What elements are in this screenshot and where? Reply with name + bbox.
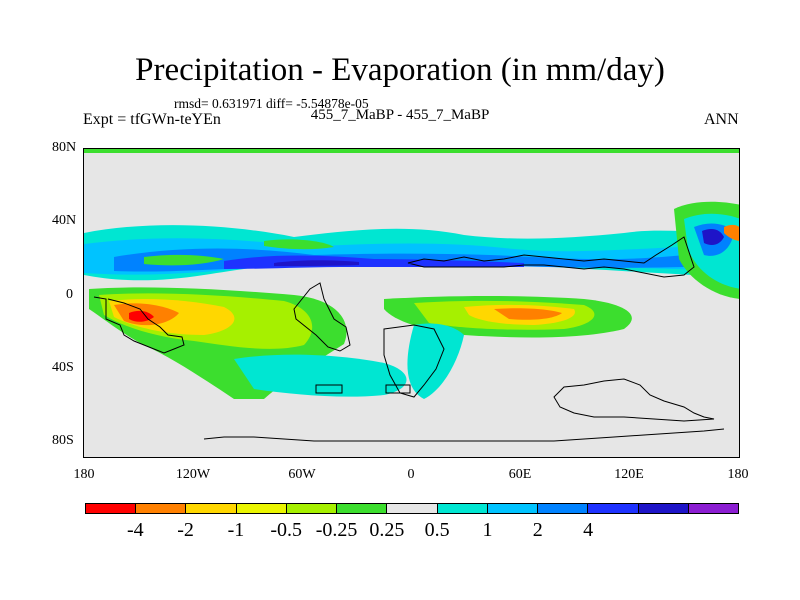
- colorbar-box: [638, 504, 689, 513]
- small-island-1: [315, 384, 343, 394]
- colorbar-box: [588, 504, 639, 513]
- colorbar-label: -4: [126, 519, 144, 541]
- colorbar-box: [136, 504, 187, 513]
- colorbar-box: [236, 504, 287, 513]
- colorbar-box: [86, 504, 137, 513]
- stats-text: rmsd= 0.631971 diff= -5.54878e-05: [174, 96, 369, 111]
- souther-ocean-cyan-2: [407, 323, 464, 399]
- colorbar-label: 0.25: [369, 519, 405, 541]
- contour-map: [84, 149, 739, 457]
- lat-tick-40s: 40S: [52, 360, 74, 375]
- itcz-navy: [274, 260, 359, 266]
- arctic-green-strip: [84, 149, 739, 153]
- map-panel: [83, 148, 740, 458]
- colorbar-box: [437, 504, 488, 513]
- lat-tick-40n: 40N: [52, 213, 77, 228]
- case-label: 455_7_MaBP - 455_7_MaBP: [310, 107, 490, 123]
- sind-orange: [494, 308, 562, 320]
- colorbar-label: -0.25: [315, 519, 358, 541]
- lon-tick-180w: 180: [73, 467, 95, 482]
- ne-orange: [724, 224, 739, 241]
- plot-title: Precipitation - Evaporation (in mm/day): [135, 52, 665, 88]
- colorbar-box: [286, 504, 338, 513]
- colorbar-box: [538, 504, 589, 513]
- season-label: ANN: [704, 111, 739, 128]
- npac-green-2: [264, 239, 334, 250]
- experiment-label: Expt = tfGWn-teYEn: [83, 111, 221, 128]
- lon-tick-60e: 60E: [508, 467, 532, 482]
- antarctica-outline: [203, 428, 725, 442]
- colorbar-label: -0.5: [270, 519, 303, 541]
- lon-tick-120w: 120W: [175, 467, 211, 482]
- lon-tick-180e: 180: [727, 467, 749, 482]
- lat-tick-80s: 80S: [52, 433, 74, 448]
- lon-tick-0: 0: [407, 467, 415, 482]
- colorbar-box: [387, 504, 438, 513]
- africa-outline: [383, 324, 445, 398]
- colorbar-label: 1: [482, 519, 493, 541]
- colorbar: [85, 503, 739, 514]
- lat-tick-80n: 80N: [52, 140, 77, 155]
- npac-green-1: [144, 254, 224, 266]
- small-island-2: [385, 384, 411, 394]
- lon-tick-60w: 60W: [288, 467, 316, 482]
- colorbar-label: 0.5: [424, 519, 450, 541]
- ne-darkblue: [702, 229, 724, 245]
- lon-tick-120e: 120E: [614, 467, 644, 482]
- australia-outline: [553, 378, 715, 422]
- colorbar-label: -1: [227, 519, 245, 541]
- colorbar-label: 2: [532, 519, 543, 541]
- south-america-outline: [93, 296, 185, 354]
- lat-tick-eq: 0: [66, 287, 73, 302]
- souther-ocean-cyan-1: [234, 354, 407, 397]
- colorbar-label: 4: [583, 519, 594, 541]
- colorbar-box: [688, 504, 739, 513]
- colorbar-box: [487, 504, 539, 513]
- colorbar-label: -2: [177, 519, 194, 541]
- colorbar-box: [337, 504, 388, 513]
- colorbar-box: [186, 504, 237, 513]
- north-america-outline: [293, 282, 351, 352]
- asia-outline: [407, 236, 695, 278]
- continent-outlines: [93, 236, 725, 442]
